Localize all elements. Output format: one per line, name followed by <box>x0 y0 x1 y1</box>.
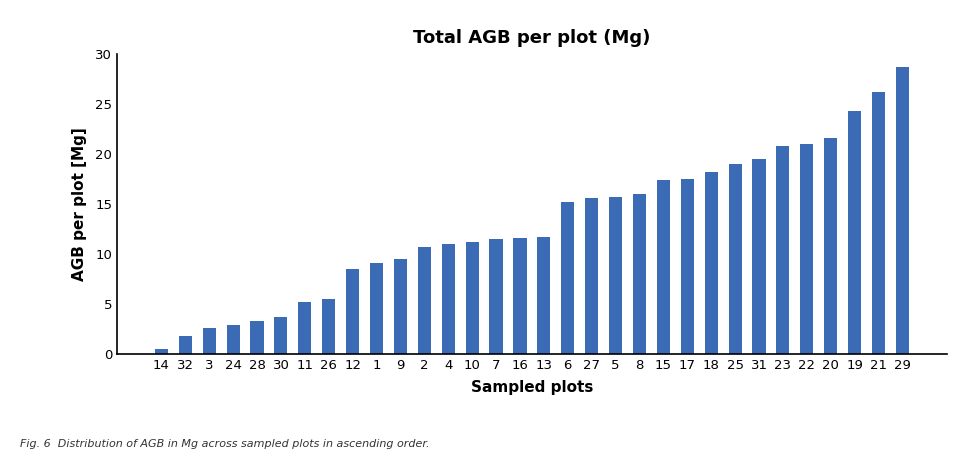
Bar <box>513 238 526 354</box>
Bar <box>179 336 192 354</box>
Bar <box>561 202 574 354</box>
Title: Total AGB per plot (Mg): Total AGB per plot (Mg) <box>413 30 651 47</box>
Bar <box>632 194 646 354</box>
Bar <box>705 173 717 354</box>
Bar <box>418 247 431 354</box>
Text: Fig. 6  Distribution of AGB in Mg across sampled plots in ascending order.: Fig. 6 Distribution of AGB in Mg across … <box>20 439 429 449</box>
Bar <box>466 242 479 354</box>
Bar <box>299 302 311 354</box>
Bar <box>538 237 550 354</box>
Bar <box>490 239 503 354</box>
Bar <box>155 349 168 354</box>
Bar <box>274 317 288 354</box>
Bar <box>824 138 837 354</box>
Bar <box>848 111 861 354</box>
Bar <box>680 179 694 354</box>
Bar <box>609 197 622 354</box>
Bar <box>442 244 455 354</box>
Bar <box>322 299 336 354</box>
Bar <box>585 198 598 354</box>
Bar <box>251 321 264 354</box>
X-axis label: Sampled plots: Sampled plots <box>470 380 593 395</box>
Bar <box>346 269 359 354</box>
Bar <box>226 325 240 354</box>
Bar <box>728 164 742 354</box>
Bar <box>752 159 765 354</box>
Bar <box>872 93 885 354</box>
Bar <box>394 259 407 354</box>
Bar <box>370 263 384 354</box>
Bar <box>776 146 790 354</box>
Bar <box>896 68 909 354</box>
Bar <box>657 180 670 354</box>
Bar <box>800 144 813 354</box>
Bar <box>203 328 216 354</box>
Y-axis label: AGB per plot [Mg]: AGB per plot [Mg] <box>72 128 87 281</box>
